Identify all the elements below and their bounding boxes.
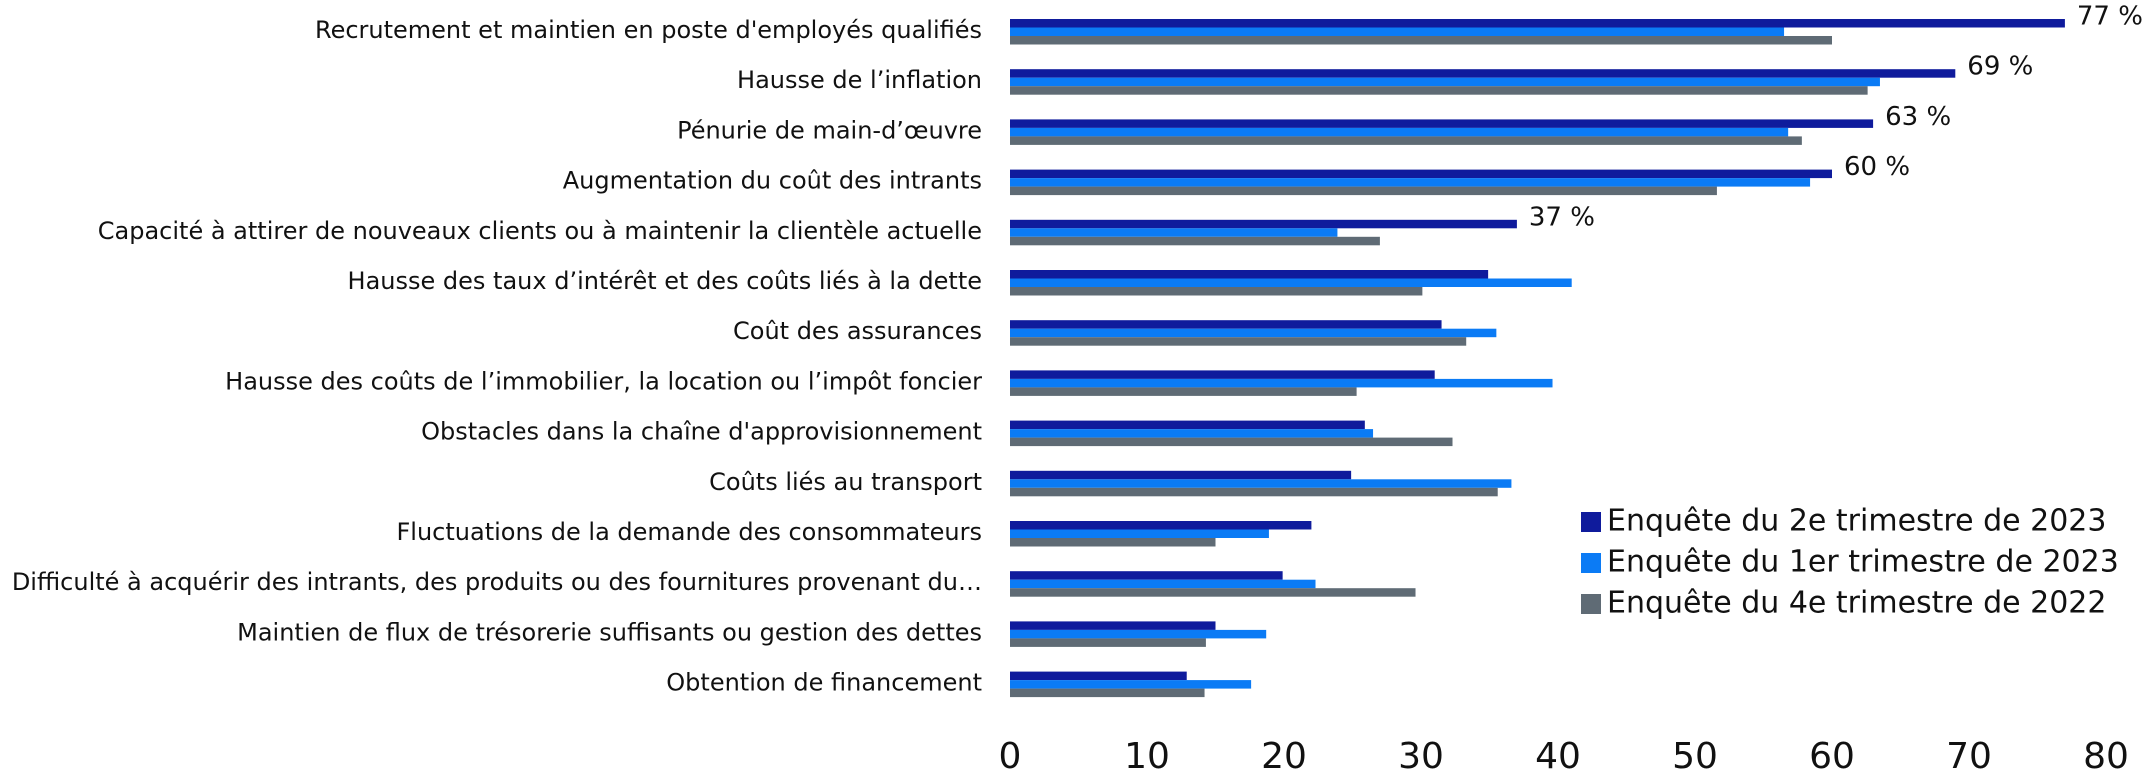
bar <box>1010 671 1187 681</box>
bar <box>1010 529 1269 538</box>
bar <box>1010 437 1453 447</box>
bar <box>1010 178 1811 187</box>
bar <box>1010 77 1880 87</box>
value-label: 69 % <box>1967 52 2033 82</box>
bar <box>1010 169 1832 179</box>
bar <box>1010 320 1442 329</box>
value-label: 37 % <box>1529 202 1595 232</box>
bar <box>1010 579 1316 589</box>
category-label: Pénurie de main-d’œuvre <box>677 116 982 144</box>
bar <box>1010 378 1553 388</box>
bar <box>1010 27 1785 36</box>
x-tick-label: 20 <box>1261 736 1307 775</box>
bar <box>1010 86 1868 95</box>
bar <box>1010 19 2065 28</box>
x-tick-label: 40 <box>1535 736 1581 775</box>
bar <box>1010 228 1338 237</box>
bar <box>1010 470 1352 480</box>
x-tick-label: 80 <box>2083 736 2129 775</box>
bar <box>1010 688 1205 698</box>
bar <box>1010 36 1832 45</box>
category-label: Fluctuations de la demande des consommat… <box>396 518 982 546</box>
bar <box>1010 479 1512 488</box>
bar <box>1010 629 1267 639</box>
bar <box>1010 621 1216 630</box>
bar <box>1010 328 1497 338</box>
bar <box>1010 487 1498 497</box>
bar <box>1010 571 1283 580</box>
category-label: Coût des assurances <box>733 317 982 345</box>
category-label: Maintien de flux de trésorerie suffisant… <box>237 618 982 646</box>
bar <box>1010 236 1380 246</box>
category-label: Difficulté à acquérir des intrants, des … <box>12 568 982 596</box>
category-label: Hausse des taux d’intérêt et des coûts l… <box>348 267 982 295</box>
category-label: Obstacles dans la chaîne d'approvisionne… <box>421 418 982 446</box>
bar <box>1010 429 1374 438</box>
value-label: 60 % <box>1844 152 1910 182</box>
bar <box>1010 270 1489 279</box>
bar <box>1010 278 1572 287</box>
bar <box>1010 287 1423 296</box>
bar <box>1010 638 1206 647</box>
value-label: 63 % <box>1885 102 1951 132</box>
bar <box>1010 69 1956 78</box>
x-tick-label: 30 <box>1398 736 1444 775</box>
legend-label: Enquête du 2e trimestre de 2023 <box>1607 504 2106 539</box>
bar <box>1010 420 1365 430</box>
legend-swatch <box>1581 553 1601 573</box>
category-label: Obtention de financement <box>666 669 982 697</box>
bar <box>1010 521 1312 530</box>
bar <box>1010 370 1435 379</box>
legend-label: Enquête du 1er trimestre de 2023 <box>1607 545 2119 580</box>
legend-label: Enquête du 4e trimestre de 2022 <box>1607 586 2106 621</box>
category-label: Augmentation du coût des intrants <box>563 167 982 195</box>
bar <box>1010 186 1717 196</box>
bar <box>1010 538 1216 547</box>
category-label: Capacité à attirer de nouveaux clients o… <box>98 217 982 245</box>
category-label: Recrutement et maintien en poste d'emplo… <box>315 16 982 44</box>
legend-swatch <box>1581 512 1601 532</box>
value-label: 77 % <box>2077 2 2143 32</box>
bar <box>1010 680 1252 689</box>
x-tick-label: 10 <box>1124 736 1170 775</box>
x-tick-label: 60 <box>1809 736 1855 775</box>
legend-swatch <box>1581 594 1601 614</box>
bar <box>1010 387 1357 396</box>
category-label: Coûts liés au transport <box>709 468 982 496</box>
x-tick-label: 70 <box>1946 736 1992 775</box>
category-label: Hausse des coûts de l’immobilier, la loc… <box>225 367 982 395</box>
x-tick-label: 0 <box>999 736 1022 775</box>
bar <box>1010 219 1517 229</box>
bar <box>1010 127 1789 137</box>
bar <box>1010 337 1467 346</box>
bar <box>1010 136 1802 145</box>
category-label: Hausse de l’inflation <box>737 66 982 94</box>
bar <box>1010 119 1874 128</box>
x-tick-label: 50 <box>1672 736 1718 775</box>
bar <box>1010 588 1416 597</box>
